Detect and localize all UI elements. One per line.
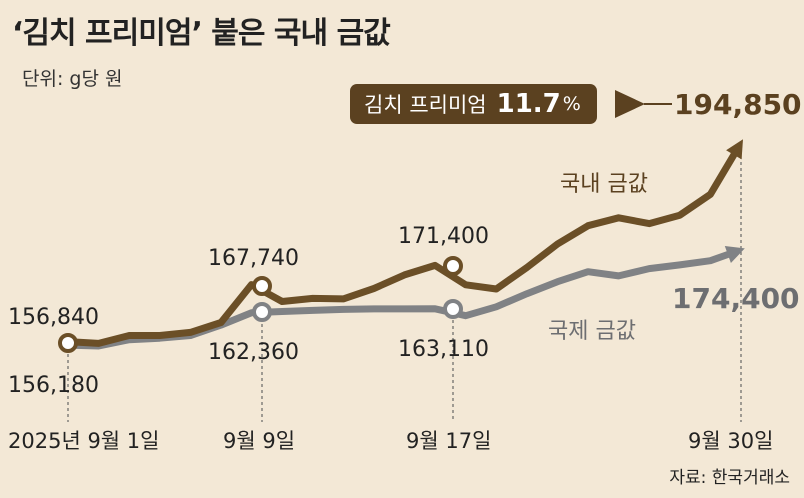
domestic-gold-arrowhead [726,139,743,160]
x-tick-sep17: 9월 17일 [406,429,491,453]
x-tick-sep30: 9월 30일 [688,429,773,453]
international-gold-arrowhead [724,246,745,263]
series-label-domestic: 국내 금값 [560,172,648,197]
marker-domestic-sep9 [252,276,272,296]
callout-pointer [615,90,645,118]
label-international-end: 174,400 [672,282,800,315]
premium-label: 김치 프리미엄 [364,93,487,117]
marker-international-sep17 [443,299,463,319]
source-note: 자료: 한국거래소 [669,468,790,488]
series-label-international: 국제 금값 [548,319,636,344]
marker-domestic-sep17 [443,256,463,276]
label-international-sep17: 163,110 [398,337,489,362]
chart-title: ‘김치 프리미엄’ 붙은 국내 금값 [12,16,391,51]
premium-unit: % [562,93,581,115]
domestic-gold-line [64,151,738,347]
label-domestic-sep17: 171,400 [398,224,489,249]
label-domestic-start: 156,840 [8,305,99,330]
x-tick-sep9: 9월 9일 [223,429,295,453]
x-tick-sep1: 2025년 9월 1일 [8,429,159,453]
marker-international-sep9 [252,302,272,322]
premium-value: 11.7 [496,89,561,119]
unit-label: 단위: g당 원 [22,68,123,90]
kimchi-premium-callout: 김치 프리미엄 11.7 % [350,84,597,124]
marker-domestic-start [58,333,78,353]
label-international-sep9: 162,360 [208,340,299,365]
label-international-start: 156,180 [8,373,99,398]
label-domestic-end: 194,850 [674,88,802,121]
label-domestic-sep9: 167,740 [208,246,299,271]
